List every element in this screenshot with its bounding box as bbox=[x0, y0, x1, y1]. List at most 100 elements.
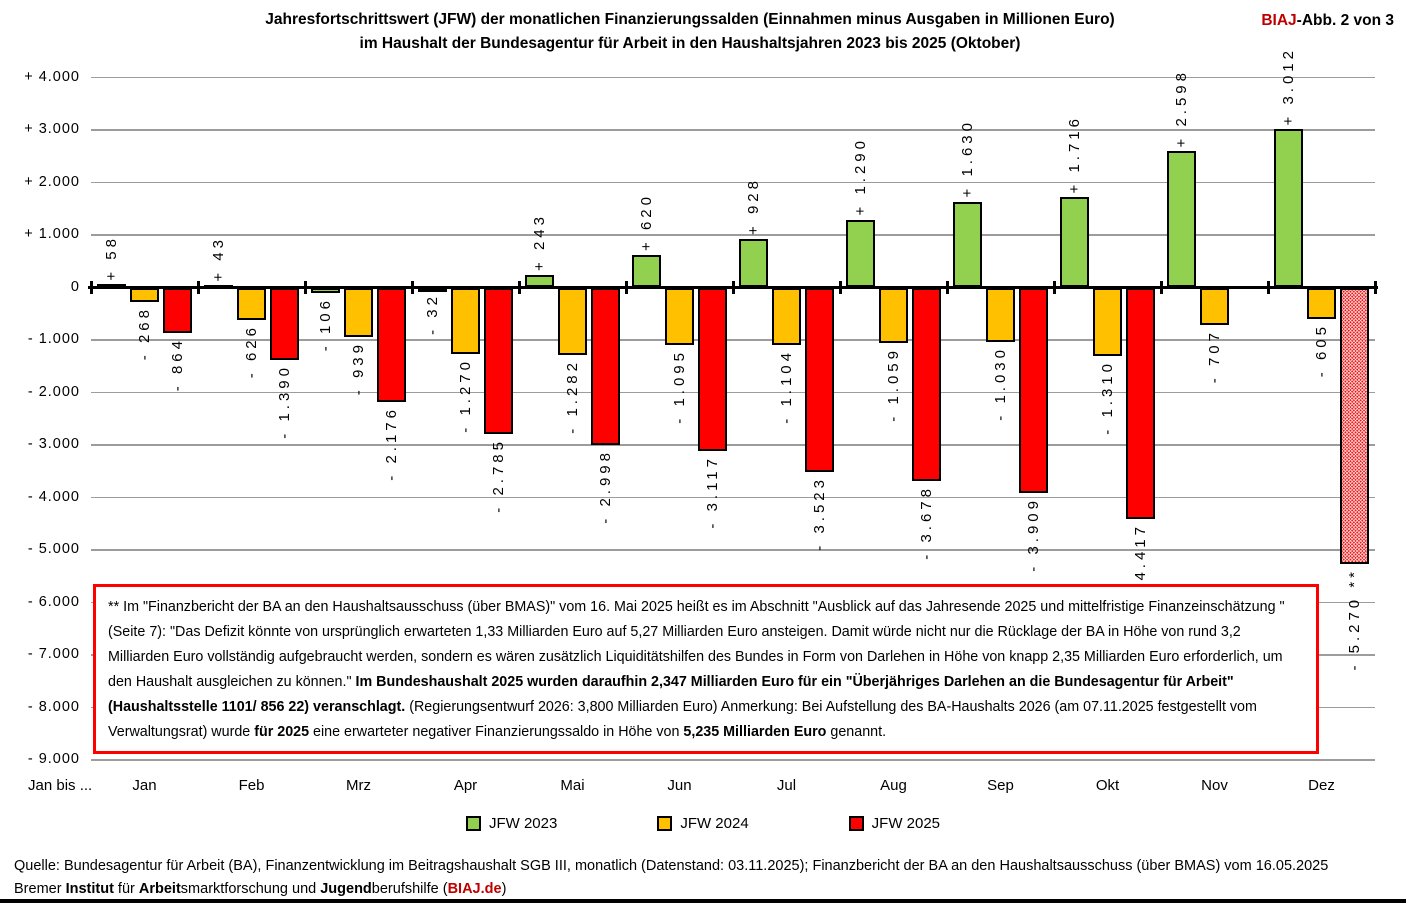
figure-badge-brand: BIAJ bbox=[1261, 12, 1297, 29]
legend-swatch bbox=[657, 816, 673, 831]
bar-jfw2025-jan bbox=[163, 287, 192, 333]
bar-jfw2024-mai bbox=[558, 287, 587, 355]
bar-jfw2023-sep bbox=[953, 201, 982, 288]
bar-jfw2025-okt bbox=[1126, 287, 1155, 520]
y-tick-label: - 3.000 bbox=[27, 436, 80, 452]
month-label-jun: Jun bbox=[667, 777, 692, 794]
bar-value-label: - 626 bbox=[242, 324, 260, 379]
figure-badge-number: -Abb. 2 von 3 bbox=[1296, 12, 1394, 29]
bar-jfw2024-aug bbox=[879, 287, 908, 344]
axis-tick bbox=[1267, 281, 1270, 294]
bottom-rule bbox=[0, 899, 1406, 903]
biaj-link[interactable]: BIAJ.de bbox=[447, 880, 502, 897]
y-tick-label: - 1.000 bbox=[27, 331, 80, 347]
legend-label: JFW 2025 bbox=[871, 815, 941, 832]
y-tick-label: - 4.000 bbox=[27, 488, 80, 505]
bar-value-label: - 605 bbox=[1312, 323, 1330, 378]
bar-jfw2025-jul bbox=[805, 287, 834, 473]
y-tick-label: - 8.000 bbox=[27, 698, 80, 715]
month-label-dez: Dez bbox=[1308, 777, 1335, 794]
y-tick-label: - 7.000 bbox=[27, 646, 80, 662]
bar-value-label: - 1.390 bbox=[275, 364, 293, 440]
bar-value-label: + 1.716 bbox=[1065, 114, 1083, 194]
axis-tick bbox=[839, 281, 842, 294]
legend-label: JFW 2024 bbox=[680, 815, 749, 832]
bar-jfw2024-feb bbox=[237, 287, 266, 321]
y-tick-label: - 2.000 bbox=[27, 383, 80, 400]
bar-jfw2024-mrz bbox=[344, 287, 373, 337]
bar-value-label: - 1.095 bbox=[670, 348, 688, 424]
bar-value-label: + 928 bbox=[744, 176, 762, 235]
bar-value-label: - 2.998 bbox=[596, 448, 614, 524]
bar-value-label: - 2.176 bbox=[382, 405, 400, 481]
month-label-mrz: Mrz bbox=[346, 777, 371, 794]
bar-value-label: - 1.104 bbox=[777, 349, 795, 425]
credit-text-segment: Bremer bbox=[14, 880, 66, 897]
legend-item-jfw2025: JFW 2025 bbox=[848, 815, 941, 832]
legend: JFW 2023 JFW 2024 JFW 2025 bbox=[0, 815, 1406, 832]
month-label-apr: Apr bbox=[453, 777, 478, 794]
annotation-text-segment: (Regierungsentwurf 2026: 3,800 Milliarde… bbox=[108, 699, 1257, 740]
bar-value-label: - 707 bbox=[1205, 328, 1223, 383]
bar-jfw2024-dez bbox=[1307, 287, 1336, 320]
axis-tick bbox=[197, 281, 200, 294]
bar-jfw2024-jul bbox=[772, 287, 801, 346]
axis-tick bbox=[946, 281, 949, 294]
bar-value-label: - 1.059 bbox=[884, 347, 902, 422]
bar-value-label: - 3.117 bbox=[703, 455, 721, 529]
y-tick-label: - 9.000 bbox=[27, 751, 80, 767]
chart-title-line1: Jahresfortschrittswert (JFW) der monatli… bbox=[265, 11, 1115, 28]
bar-value-label: - 864 bbox=[168, 336, 186, 392]
legend-swatch bbox=[848, 816, 864, 831]
credit-text-segment: berufshilfe ( bbox=[371, 880, 448, 897]
gridline bbox=[91, 391, 1375, 394]
month-label-nov: Nov bbox=[1201, 777, 1228, 794]
bar-jfw2024-okt bbox=[1093, 287, 1122, 357]
annotation-box: ** Im "Finanzbericht der BA an den Haush… bbox=[93, 584, 1319, 754]
credit-text-segment: ) bbox=[501, 880, 507, 897]
annotation-text-segment: Im Bundeshaushalt 2025 wurden daraufhin … bbox=[108, 674, 1234, 715]
bar-jfw2023-okt bbox=[1060, 197, 1089, 288]
credit-text-segment: für bbox=[113, 880, 139, 897]
bar-value-label: + 3.012 bbox=[1279, 46, 1297, 126]
axis-tick bbox=[625, 281, 628, 294]
chart-title-line2: im Haushalt der Bundesagentur für Arbeit… bbox=[359, 35, 1021, 52]
bar-value-label: + 2.598 bbox=[1172, 68, 1190, 148]
legend-swatch bbox=[465, 816, 481, 831]
y-tick-label: + 4.000 bbox=[24, 68, 80, 85]
bar-value-label: - 5.270 ** bbox=[1345, 568, 1363, 671]
credit-text-segment: Arbeit bbox=[138, 880, 181, 897]
bar-value-label: + 43 bbox=[209, 235, 227, 282]
gridline bbox=[91, 444, 1375, 446]
credit-text-segment: Institut bbox=[65, 880, 114, 897]
gridline bbox=[91, 339, 1375, 341]
gridline bbox=[91, 759, 1375, 761]
bar-value-label: - 1.270 bbox=[456, 358, 474, 433]
bar-jfw2025-sep bbox=[1019, 287, 1048, 493]
bar-value-label: - 32 bbox=[423, 293, 441, 336]
axis-tick bbox=[304, 281, 307, 294]
gridline bbox=[91, 76, 1375, 79]
month-label-mai: Mai bbox=[560, 777, 585, 794]
bar-jfw2025-aug bbox=[912, 287, 941, 481]
gridline bbox=[91, 234, 1375, 236]
y-tick-label: + 1.000 bbox=[24, 226, 80, 242]
bar-jfw2025-dez bbox=[1340, 287, 1369, 565]
footer: Quelle: Bundesagentur für Arbeit (BA), F… bbox=[14, 855, 1404, 900]
bar-value-label: - 3.678 bbox=[917, 484, 935, 560]
figure-badge: BIAJ-Abb. 2 von 3 bbox=[1261, 12, 1394, 30]
annotation-text-segment: für 2025 bbox=[254, 724, 310, 740]
credit-note: Bremer Institut für Arbeitsmarktforschun… bbox=[14, 878, 1404, 901]
axis-tick bbox=[732, 281, 735, 294]
month-label-sep: Sep bbox=[987, 777, 1014, 794]
x-axis-prefix-label: Jan bis ... bbox=[28, 777, 93, 794]
annotation-text-segment: 5,235 Milliarden Euro bbox=[683, 724, 827, 740]
credit-text-segment: Jugend bbox=[320, 880, 372, 897]
axis-tick bbox=[90, 281, 93, 294]
bar-value-label: + 243 bbox=[530, 212, 548, 271]
bar-value-label: + 620 bbox=[637, 192, 655, 251]
bar-jfw2025-apr bbox=[484, 287, 513, 434]
bar-jfw2024-jun bbox=[665, 287, 694, 345]
legend-label: JFW 2023 bbox=[488, 815, 558, 832]
